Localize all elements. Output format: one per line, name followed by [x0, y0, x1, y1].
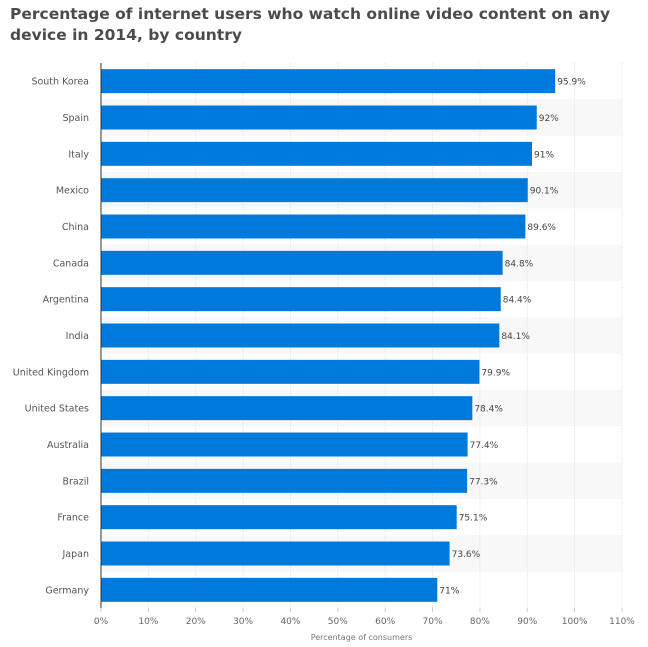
value-label: 95.9%	[557, 78, 586, 88]
category-label: China	[62, 222, 89, 233]
bar[interactable]	[101, 287, 501, 312]
x-tick-label: 30%	[233, 617, 253, 627]
bar[interactable]	[101, 141, 533, 166]
category-labels: South Korea Spain Italy Mexico China Canada Ar…	[13, 77, 90, 597]
x-tick-label: 10%	[138, 617, 158, 627]
bar[interactable]	[101, 577, 438, 602]
category-label: Germany	[45, 585, 89, 596]
value-label: 77.3%	[469, 477, 498, 487]
value-label: 79.9%	[481, 368, 510, 378]
bar[interactable]	[101, 541, 450, 566]
bar[interactable]	[101, 505, 457, 530]
bar[interactable]	[101, 178, 528, 203]
category-label: Argentina	[43, 295, 89, 306]
category-label: Japan	[62, 549, 90, 560]
x-axis-ticks: 0% 10% 20% 30% 40% 50% 60% 70% 80% 90% 100% 110%	[94, 608, 635, 627]
value-label: 75.1%	[459, 514, 488, 524]
x-tick-label: 0%	[94, 617, 109, 627]
category-label: United Kingdom	[13, 367, 89, 378]
category-label: Mexico	[56, 186, 89, 197]
value-label: 71%	[439, 586, 459, 596]
category-label: Brazil	[62, 476, 89, 487]
category-label: South Korea	[31, 77, 89, 88]
category-label: United States	[25, 404, 89, 415]
value-label: 91%	[534, 150, 554, 160]
value-label: 84.4%	[503, 296, 532, 306]
x-tick-label: 80%	[470, 617, 490, 627]
value-label: 77.4%	[470, 441, 499, 451]
value-label: 73.6%	[452, 550, 481, 560]
x-tick-label: 60%	[375, 617, 395, 627]
category-label: Italy	[68, 149, 89, 160]
x-tick-label: 20%	[186, 617, 206, 627]
bar[interactable]	[101, 432, 468, 457]
category-label: Canada	[53, 258, 89, 269]
bar[interactable]	[101, 323, 500, 348]
value-label: 90.1%	[530, 187, 559, 197]
chart-title: Percentage of internet users who watch o…	[10, 5, 611, 44]
bar[interactable]	[101, 396, 473, 421]
x-tick-label: 40%	[280, 617, 300, 627]
bar[interactable]	[101, 359, 480, 384]
category-label: Spain	[62, 113, 89, 124]
x-tick-label: 50%	[328, 617, 348, 627]
x-axis-title: Percentage of consumers	[311, 633, 413, 642]
category-label: India	[66, 331, 89, 342]
value-label: 78.4%	[474, 405, 503, 415]
x-tick-label: 110%	[609, 617, 635, 627]
value-label: 84.8%	[505, 259, 534, 269]
value-label: 92%	[539, 114, 559, 124]
bars	[101, 69, 556, 602]
value-label: 84.1%	[501, 332, 530, 342]
bar[interactable]	[101, 250, 503, 275]
bar[interactable]	[101, 214, 526, 239]
x-tick-label: 90%	[517, 617, 537, 627]
category-label: Australia	[47, 440, 89, 451]
x-tick-label: 70%	[423, 617, 443, 627]
value-labels: 95.9% 92% 91% 90.1% 89.6% 84.8% 84.4% 84.1% 79.9…	[439, 78, 586, 597]
value-label: 89.6%	[527, 223, 556, 233]
bar[interactable]	[101, 468, 468, 493]
x-tick-label: 100%	[562, 617, 588, 627]
bar[interactable]	[101, 69, 556, 94]
bar[interactable]	[101, 105, 537, 130]
category-label: France	[57, 513, 89, 524]
